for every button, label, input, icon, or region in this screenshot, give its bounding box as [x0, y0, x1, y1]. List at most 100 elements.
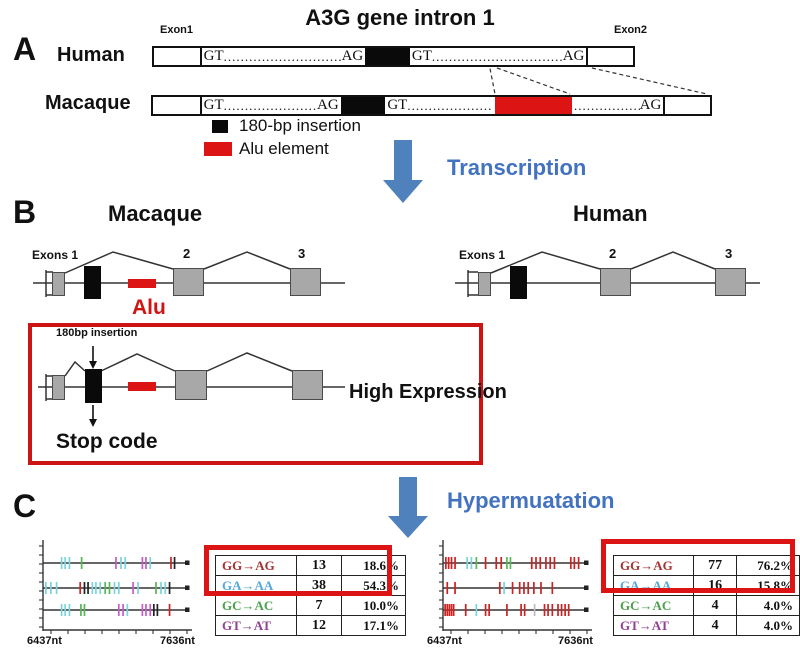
human-exon3-number: 3 [725, 246, 733, 261]
human-gene-bar: GT .....................................… [152, 46, 635, 67]
mutation-percent-cell: 4.0% [736, 615, 800, 636]
mutation-type-cell: GG→AG [613, 555, 694, 576]
human-insertion-block [510, 266, 527, 299]
boxed-exon2-block [175, 370, 207, 400]
macaque-exon1-box [153, 97, 202, 114]
mutation-type-cell: GC→AC [613, 595, 694, 616]
right-plot-axis-end: 7636nt [558, 635, 593, 647]
macaque-intron1c-segment: ........................................… [572, 97, 663, 114]
mutation-count-cell: 38 [296, 575, 342, 596]
mutation-percent-cell: 4.0% [736, 595, 800, 616]
stop-code-pointer-arrow [89, 405, 97, 427]
mutation-percent-cell: 18.6% [341, 555, 406, 576]
mutation-count-cell: 7 [296, 595, 342, 616]
table-row: GT→AT 4 4.0% [613, 615, 800, 636]
left-plot-mutation-ticks [45, 557, 176, 616]
transcription-arrow-icon [383, 140, 423, 203]
mutation-percent-cell: 76.2% [736, 555, 800, 576]
boxed-alu-block [128, 382, 156, 391]
human-exon1-block [478, 272, 491, 296]
left-mutation-table: GG→AG 13 18.6% GA→AA 38 54.3% GC→AC 7 10… [215, 555, 406, 636]
intron-dots: ........................................… [573, 97, 640, 113]
exon2-label: Exon2 [614, 24, 648, 36]
macaque-alu-element-box [494, 97, 572, 114]
mutation-count-cell: 16 [692, 575, 738, 596]
mutation-count-cell: 4 [692, 615, 738, 636]
mutation-type-cell: GC→AC [215, 595, 297, 616]
splice-donor-label: GT [387, 97, 408, 113]
alu-legend-label: Alu element [239, 139, 329, 158]
macaque-alu-block [128, 279, 156, 288]
macaque-exon3-number: 3 [298, 246, 306, 261]
alu-annotation-label: Alu [132, 296, 166, 319]
splice-donor-label: GT [203, 97, 224, 113]
left-plot-axis-end: 7636nt [160, 635, 195, 647]
boxed-insertion-block [85, 369, 102, 403]
table-row: GC→AC 7 10.0% [215, 595, 406, 616]
table-row: GT→AT 12 17.1% [215, 615, 406, 636]
splice-acceptor-label: AG [316, 97, 339, 113]
insertion-legend-swatch [212, 120, 228, 133]
human-exon2-number: 2 [609, 246, 617, 261]
right-plot-mutation-ticks [444, 557, 580, 616]
intron-dots: ........................................… [223, 97, 317, 113]
stop-code-label: Stop code [56, 430, 158, 453]
panel-a-label: A [13, 31, 37, 67]
table-row: GG→AG 77 76.2% [613, 555, 800, 576]
mutation-count-cell: 13 [296, 555, 342, 576]
mutation-type-cell: GG→AG [215, 555, 297, 576]
panel-c-label: C [13, 488, 37, 524]
macaque-intron1b-segment: GT .....................................… [385, 97, 494, 114]
left-plot-axis-start: 6437nt [27, 635, 62, 647]
human-exon3-block [715, 268, 746, 296]
insertion-annotation-label: 180bp insertion [56, 327, 138, 339]
macaque-insertion-block [84, 266, 101, 299]
right-plot-line-end-markers [584, 560, 589, 612]
table-row: GA→AA 38 54.3% [215, 575, 406, 596]
left-plot-axis-ticks [39, 545, 188, 634]
right-hypermutation-plot-axes [442, 540, 592, 631]
mutation-percent-cell: 10.0% [341, 595, 406, 616]
mutation-count-cell: 4 [692, 595, 738, 616]
human-row-label: Human [57, 44, 125, 66]
alu-legend-swatch [204, 142, 232, 156]
insertion-legend-label: 180-bp insertion [239, 116, 361, 135]
human-exon1-box [154, 48, 202, 65]
macaque-exons1-label: Exons 1 [32, 248, 79, 262]
human-intron1a-segment: GT .....................................… [202, 48, 366, 65]
table-row: GG→AG 13 18.6% [215, 555, 406, 576]
macaque-180bp-insertion-box [340, 97, 386, 114]
macaque-transcript-title: Macaque [108, 201, 203, 226]
right-mutation-table: GG→AG 77 76.2% GA→AA 16 15.8% GC→AC 4 4.… [613, 555, 800, 636]
human-exon2-box [586, 48, 633, 65]
human-intron1b-segment: GT .....................................… [410, 48, 587, 65]
mutation-percent-cell: 17.1% [341, 615, 406, 636]
splice-acceptor-label: AG [639, 97, 662, 113]
macaque-exon2-block [173, 268, 204, 296]
splice-donor-label: GT [203, 48, 224, 64]
splice-acceptor-label: AG [341, 48, 364, 64]
human-exon2-block [600, 268, 631, 296]
right-plot-axis-ticks [439, 545, 588, 634]
mutation-count-cell: 12 [296, 615, 342, 636]
human-180bp-insertion-box [365, 48, 410, 65]
right-plot-axis-start: 6437nt [427, 635, 462, 647]
macaque-gene-bar: GT .....................................… [151, 95, 712, 116]
mutation-type-cell: GA→AA [613, 575, 694, 596]
splice-acceptor-label: AG [562, 48, 585, 64]
macaque-exon2-box [663, 97, 710, 114]
mutation-percent-cell: 15.8% [736, 575, 800, 596]
hypermutation-label: Hypermuatation [447, 488, 615, 513]
mutation-type-cell: GT→AT [215, 615, 297, 636]
boxed-exon1-block [52, 375, 65, 400]
mutation-type-cell: GT→AT [613, 615, 694, 636]
splice-donor-label: GT [411, 48, 432, 64]
macaque-exon1-block [52, 272, 65, 296]
high-expression-label: High Expression [349, 381, 507, 403]
figure-title: A3G gene intron 1 [305, 5, 495, 30]
exon1-label: Exon1 [160, 24, 194, 36]
macaque-exon3-block [290, 268, 321, 296]
human-transcript-title: Human [573, 201, 648, 226]
intron-dots: ........................................… [431, 48, 563, 64]
